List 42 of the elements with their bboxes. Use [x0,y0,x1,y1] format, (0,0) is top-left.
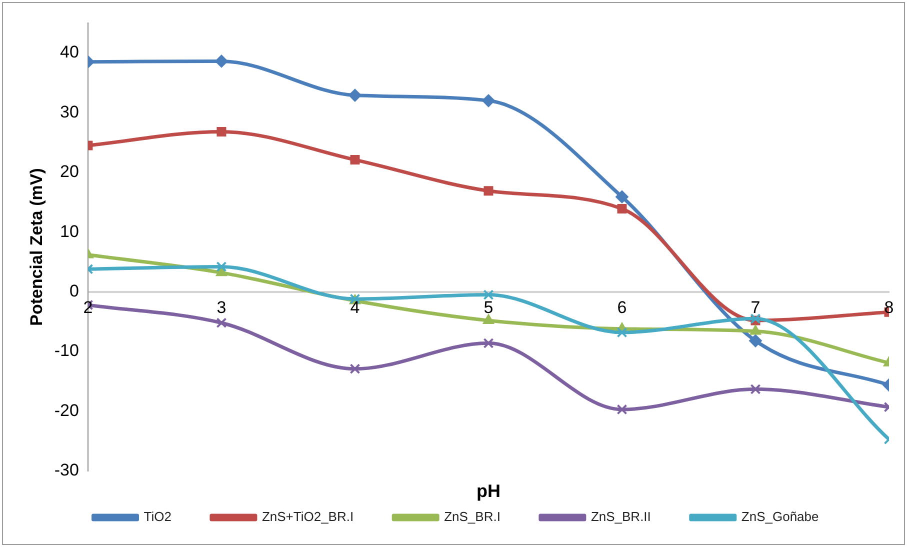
point [482,314,494,324]
point [216,318,227,328]
y-tick-label: 30 [60,102,79,122]
x-tick-label: 3 [216,298,226,317]
point [616,404,628,415]
legend-label: ZnS_Goñabe [741,509,819,524]
y-tick-label: -10 [54,341,79,360]
point [483,338,494,348]
point [617,204,627,214]
point [350,364,360,374]
y-tick-label: 40 [60,42,79,62]
point [484,186,494,196]
y-tick-label: 0 [70,281,79,300]
y-tick-label: 20 [60,162,79,182]
legend-label: TiO2 [144,509,172,524]
point [214,54,228,68]
x-tick-label: 7 [750,298,760,317]
x-axis-title: pH [476,480,500,501]
point [348,88,362,102]
legend-label: ZnS_BR.II [590,509,651,524]
point [216,261,227,272]
y-tick-label: -20 [54,400,79,420]
point [750,324,762,335]
x-tick-label: 8 [884,298,894,317]
point [748,334,762,348]
point [616,327,628,338]
x-tick-label: 5 [484,298,494,317]
legend-label: ZnS+TiO2_BR.I [262,509,354,524]
point [482,94,495,108]
y-tick-label: 10 [60,222,79,241]
point [483,290,494,300]
point [615,190,628,204]
x-tick-label: 2 [83,298,93,317]
x-tick-label: 4 [350,298,360,317]
point [216,126,226,136]
point [750,313,761,324]
legend-label: ZnS_BR.I [444,509,500,524]
y-tick-label: -30 [54,460,79,480]
point [750,384,761,394]
y-axis-title: Potencial Zeta (mV) [26,168,46,326]
point [350,155,360,165]
x-tick-label: 6 [617,298,627,317]
